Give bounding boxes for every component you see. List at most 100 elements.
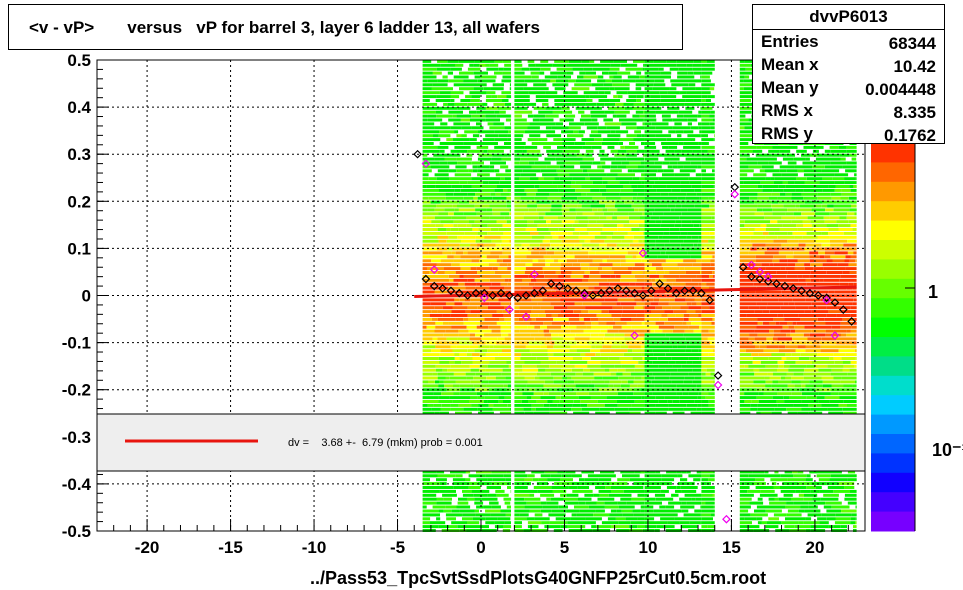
heat-cell [663, 274, 680, 278]
heat-cell [471, 403, 479, 407]
heat-cell [457, 161, 472, 165]
heat-cell [614, 204, 632, 208]
heat-cell [523, 407, 532, 411]
heat-cell [556, 161, 566, 165]
heat-cell [472, 271, 478, 274]
heat-cell [507, 403, 512, 407]
heat-cell [502, 349, 511, 353]
heat-cell [693, 329, 702, 333]
heat-cell [456, 396, 470, 400]
heat-cell [739, 349, 746, 353]
heat-cell [839, 153, 850, 157]
heat-cell [587, 224, 604, 228]
heat-cell [438, 357, 455, 360]
heat-cell [666, 247, 681, 251]
palette-cell [871, 240, 915, 260]
heat-cell [477, 263, 489, 267]
heat-cell [479, 63, 486, 67]
heat-cell [617, 368, 626, 372]
heat-cell [845, 267, 856, 271]
heat-cell [602, 208, 608, 212]
heat-cell [514, 349, 530, 353]
heat-cell [674, 298, 686, 302]
heat-cell [671, 188, 681, 192]
heat-cell [759, 220, 771, 224]
heat-cell [480, 357, 495, 360]
heat-cell [514, 329, 520, 333]
heat-cell [561, 106, 570, 110]
heat-cell [470, 380, 482, 384]
heat-cell [666, 59, 677, 63]
heat-cell [837, 306, 844, 310]
heat-cell [460, 188, 478, 192]
heat-cell [679, 400, 695, 403]
heat-cell [644, 192, 661, 196]
heat-cell [794, 181, 805, 185]
heat-cell [826, 224, 839, 228]
heat-cell [575, 384, 589, 388]
heat-cell [447, 368, 456, 372]
heat-cell [494, 521, 505, 525]
heat-cell [685, 517, 702, 521]
heat-cell [624, 286, 642, 290]
heat-cell [712, 271, 715, 274]
heat-cell [689, 521, 700, 525]
heat-cell [580, 353, 586, 357]
heat-cell [658, 196, 672, 200]
heat-cell [528, 341, 545, 345]
heat-cell [496, 259, 503, 263]
heat-cell [849, 368, 857, 372]
heat-cell [497, 517, 511, 521]
heat-cell [503, 400, 511, 403]
heat-cell [798, 493, 804, 497]
heat-cell [739, 474, 749, 478]
heat-cell [614, 247, 631, 251]
profile-point-black [571, 286, 581, 296]
heat-cell [674, 517, 686, 521]
heat-cell [422, 513, 440, 517]
heat-cell [657, 75, 671, 79]
heat-cell [757, 407, 775, 411]
heat-cell [701, 71, 706, 75]
heat-cell [435, 181, 448, 185]
heat-cell [674, 325, 689, 329]
heat-cell [701, 243, 715, 247]
heat-cell [680, 478, 688, 482]
heat-cell [786, 274, 798, 278]
heat-cell [548, 278, 565, 282]
heat-cell [634, 298, 642, 302]
heat-cell [621, 239, 633, 243]
heat-cell [783, 188, 796, 192]
heat-cell [781, 388, 800, 392]
heat-cell [841, 188, 851, 192]
heat-cell [773, 317, 785, 321]
heat-cell [504, 278, 509, 282]
heat-cell [739, 130, 757, 134]
heat-cell [450, 67, 462, 71]
heat-cell [669, 200, 681, 204]
heat-cell [422, 407, 432, 411]
heat-cell [683, 142, 699, 145]
heat-cell [624, 337, 635, 341]
heat-cell [438, 400, 453, 403]
heat-cell [636, 95, 644, 99]
heat-cell [636, 255, 645, 259]
heat-cell [483, 87, 491, 91]
heat-cell [800, 353, 818, 357]
heat-cell [847, 372, 857, 376]
profile-point-black [429, 281, 439, 291]
heat-cell [754, 200, 772, 204]
heat-cell [580, 267, 589, 271]
heat-cell [466, 216, 481, 220]
profile-point-black [830, 298, 840, 307]
heat-cell [793, 212, 802, 216]
heat-cell [651, 380, 663, 384]
heat-cell [467, 251, 481, 255]
heat-cell [701, 83, 715, 87]
heat-cell [739, 157, 747, 161]
heat-cell [536, 228, 549, 231]
heat-cell [555, 396, 561, 400]
heat-cell [547, 353, 554, 357]
heat-cell [739, 243, 753, 247]
heat-cell [649, 204, 668, 208]
